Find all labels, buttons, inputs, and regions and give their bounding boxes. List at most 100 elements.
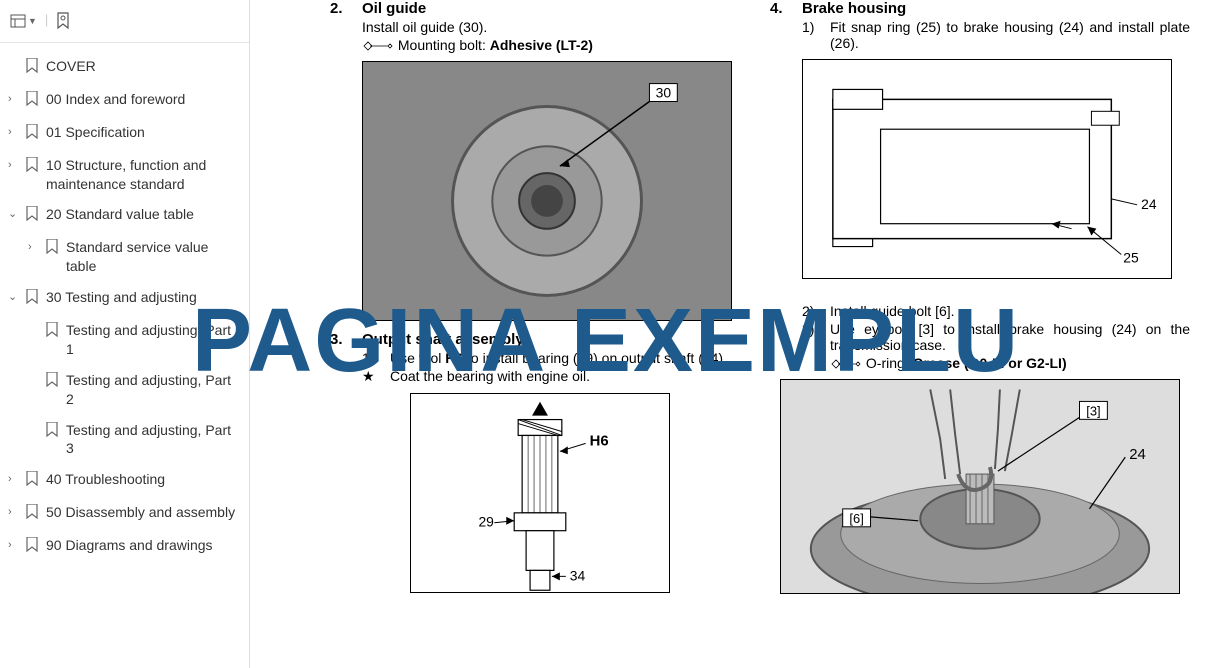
- instruction-text: Fit snap ring (25) to brake housing (24)…: [830, 19, 1190, 51]
- bookmark-item[interactable]: › 10 Structure, function and maintenance …: [0, 150, 249, 200]
- bookmarks-sidebar: ▼ | COVER › 00 Index and foreword › 01 Speci…: [0, 0, 250, 668]
- section-number: 2.: [330, 0, 350, 17]
- options-button[interactable]: ▼: [10, 12, 37, 30]
- bookmark-item[interactable]: › 40 Troubleshooting: [0, 464, 249, 497]
- bookmarks-list: COVER › 00 Index and foreword › 01 Specifica…: [0, 43, 249, 571]
- svg-text:H6: H6: [590, 433, 609, 449]
- expand-icon[interactable]: [28, 321, 40, 323]
- bookmark-icon: [26, 288, 40, 309]
- substep-number: 2): [802, 303, 822, 319]
- expand-icon[interactable]: ›: [28, 238, 40, 255]
- svg-text:29: 29: [478, 514, 494, 530]
- svg-text:25: 25: [1123, 249, 1139, 265]
- instruction-line: Mounting bolt: Adhesive (LT-2): [362, 37, 750, 53]
- bookmark-icon: [26, 57, 40, 78]
- expand-icon[interactable]: ›: [8, 536, 20, 553]
- bookmark-icon: [26, 470, 40, 491]
- instruction-line: 1) Use tool H6 to install bearing (29) o…: [362, 350, 750, 366]
- text: Use tool: [390, 350, 445, 366]
- bookmark-icon: [26, 156, 40, 177]
- instruction-text: Install guide bolt [6].: [830, 303, 1190, 319]
- spec-label: O-ring:: [866, 355, 913, 371]
- bookmark-item[interactable]: › 90 Diagrams and drawings: [0, 530, 249, 563]
- bookmark-item[interactable]: ›Standard service value table: [0, 232, 249, 282]
- bookmark-label: 00 Index and foreword: [46, 90, 239, 109]
- expand-icon[interactable]: ›: [8, 90, 20, 107]
- bookmark-icon: [26, 503, 40, 524]
- substep-number: 1): [362, 350, 382, 366]
- bookmark-item[interactable]: › 00 Index and foreword: [0, 84, 249, 117]
- bookmark-label: 50 Disassembly and assembly: [46, 503, 239, 522]
- svg-text:24: 24: [1129, 446, 1146, 463]
- instruction-text: Use eyebolt [3] to install brake housing…: [830, 321, 1190, 353]
- expand-icon[interactable]: ›: [8, 503, 20, 520]
- expand-icon[interactable]: [28, 421, 40, 423]
- expand-icon[interactable]: ⌄: [8, 288, 20, 305]
- substep-number: 3): [802, 321, 822, 353]
- bookmark-icon: [46, 371, 60, 392]
- star-icon: ★: [362, 368, 382, 385]
- toolbar-divider: |: [45, 12, 48, 30]
- bookmark-icon: [26, 536, 40, 557]
- tool-ref: H6: [445, 350, 463, 366]
- svg-text:[3]: [3]: [1086, 403, 1100, 418]
- instruction-line: Install oil guide (30).: [362, 19, 750, 35]
- bookmark-icon: [26, 123, 40, 144]
- expand-icon[interactable]: ›: [8, 123, 20, 140]
- current-bookmark-button[interactable]: [56, 12, 70, 30]
- bookmark-item[interactable]: COVER: [0, 51, 249, 84]
- section-title: Output shaft assembly: [362, 331, 524, 348]
- instruction-line: 1) Fit snap ring (25) to brake housing (…: [802, 19, 1190, 51]
- bookmark-icon: [46, 238, 60, 259]
- instruction-line: 2) Install guide bolt [6].: [802, 303, 1190, 319]
- bookmark-label: 20 Standard value table: [46, 205, 239, 224]
- bookmark-label: 30 Testing and adjusting: [46, 288, 239, 307]
- expand-icon[interactable]: ›: [8, 470, 20, 487]
- section-number: 4.: [770, 0, 790, 17]
- spec-label: Mounting bolt:: [398, 37, 490, 53]
- text: to install bearing (29) on output shaft …: [463, 350, 727, 366]
- bookmark-item[interactable]: › 01 Specification: [0, 117, 249, 150]
- instruction-line: 3) Use eyebolt [3] to install brake hous…: [802, 321, 1190, 353]
- document-content: 2. Oil guide Install oil guide (30). Mou…: [250, 0, 1212, 668]
- spec-value: Adhesive (LT-2): [490, 37, 593, 53]
- sidebar-toolbar: ▼ |: [0, 8, 249, 43]
- bookmark-item[interactable]: Testing and adjusting, Part 2: [0, 365, 249, 415]
- substep-number: 1): [802, 19, 822, 51]
- bookmark-label: 10 Structure, function and maintenance s…: [46, 156, 239, 194]
- bookmark-item[interactable]: Testing and adjusting, Part 3: [0, 415, 249, 465]
- bookmark-item[interactable]: › 50 Disassembly and assembly: [0, 497, 249, 530]
- bookmark-item[interactable]: Testing and adjusting, Part 1: [0, 315, 249, 365]
- bookmark-item[interactable]: ⌄ 30 Testing and adjusting: [0, 282, 249, 315]
- bookmark-label: Testing and adjusting, Part 2: [66, 371, 239, 409]
- svg-text:[6]: [6]: [849, 511, 863, 526]
- wrench-icon: [362, 40, 394, 52]
- svg-text:24: 24: [1141, 196, 1157, 212]
- expand-icon[interactable]: [28, 371, 40, 373]
- bookmark-label: COVER: [46, 57, 239, 76]
- bookmark-label: 01 Specification: [46, 123, 239, 142]
- section-title: Oil guide: [362, 0, 426, 17]
- note-line: ★ Coat the bearing with engine oil.: [362, 368, 750, 385]
- expand-icon[interactable]: [8, 57, 20, 59]
- chevron-down-icon: ▼: [28, 16, 37, 26]
- bookmark-item[interactable]: ⌄ 20 Standard value table: [0, 199, 249, 232]
- bookmark-label: 40 Troubleshooting: [46, 470, 239, 489]
- svg-text:30: 30: [656, 85, 672, 101]
- figure-diagram-shaft: H6 29 34: [410, 393, 670, 593]
- figure-photo-brake-housing-install: [3] 24 [6]: [780, 379, 1180, 594]
- expand-icon[interactable]: ›: [8, 156, 20, 173]
- section-title: Brake housing: [802, 0, 906, 17]
- wrench-icon: [830, 358, 862, 370]
- note-text: Coat the bearing with engine oil.: [390, 368, 750, 385]
- figure-photo-oil-guide: 30: [362, 61, 732, 321]
- expand-icon[interactable]: ⌄: [8, 205, 20, 222]
- svg-text:34: 34: [570, 567, 586, 583]
- spec-value: Grease (G0-LI or G2-LI): [913, 355, 1067, 371]
- bookmark-label: Testing and adjusting, Part 1: [66, 321, 239, 359]
- bookmark-label: Testing and adjusting, Part 3: [66, 421, 239, 459]
- bookmark-label: 90 Diagrams and drawings: [46, 536, 239, 555]
- spec-line: O-ring: Grease (G0-LI or G2-LI): [830, 355, 1190, 371]
- bookmark-icon: [26, 90, 40, 111]
- bookmark-icon: [46, 421, 60, 442]
